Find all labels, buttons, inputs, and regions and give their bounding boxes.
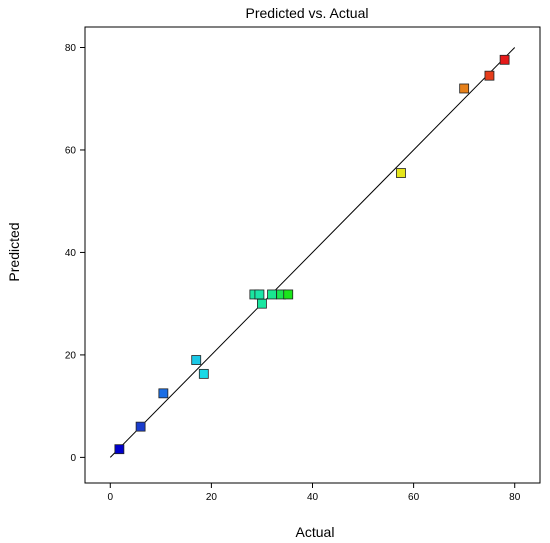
data-point bbox=[135, 421, 146, 432]
y-axis-label: Predicted bbox=[6, 222, 22, 281]
data-point bbox=[158, 388, 169, 399]
data-point bbox=[254, 289, 265, 300]
x-tick-label: 0 bbox=[107, 492, 113, 503]
data-points bbox=[114, 54, 510, 455]
axis-ticks: 0 20 40 60 80 0 20 40 60 80 bbox=[65, 43, 521, 503]
data-point bbox=[257, 298, 267, 309]
data-point bbox=[267, 289, 277, 300]
y-tick-label: 0 bbox=[70, 453, 76, 464]
reference-line bbox=[109, 47, 516, 458]
x-tick-label: 60 bbox=[408, 492, 420, 503]
reference-line-group bbox=[109, 47, 516, 458]
y-tick-label: 80 bbox=[65, 43, 77, 54]
x-tick-label: 80 bbox=[509, 492, 521, 503]
chart-title: Predicted vs. Actual bbox=[246, 5, 369, 21]
x-axis-label: Actual bbox=[296, 524, 335, 540]
y-tick-label: 20 bbox=[65, 350, 77, 361]
data-point bbox=[114, 444, 125, 455]
data-point bbox=[191, 355, 202, 365]
data-point bbox=[283, 289, 294, 300]
data-point bbox=[396, 168, 406, 178]
plot-frame bbox=[84, 26, 541, 484]
data-point bbox=[459, 83, 470, 94]
data-point bbox=[499, 54, 510, 65]
x-tick-label: 40 bbox=[307, 492, 319, 503]
y-tick-label: 40 bbox=[65, 248, 77, 259]
data-point bbox=[198, 368, 209, 379]
y-tick-label: 60 bbox=[65, 145, 77, 156]
data-point bbox=[484, 70, 495, 81]
x-tick-label: 20 bbox=[206, 492, 218, 503]
